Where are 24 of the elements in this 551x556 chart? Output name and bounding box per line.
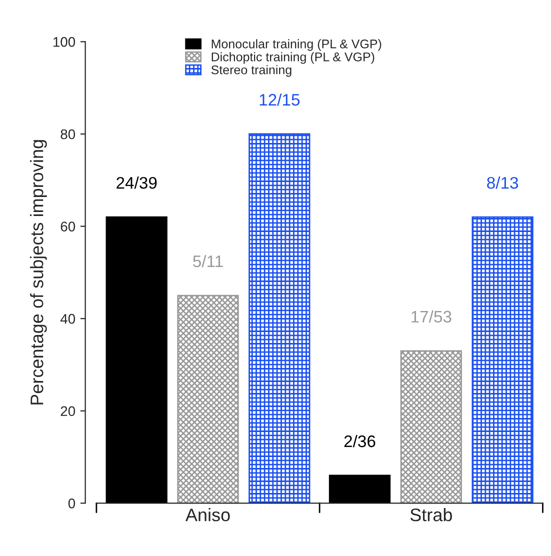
bar	[472, 216, 534, 504]
x-tick-label: Aniso	[185, 508, 230, 522]
data-label: 12/15	[260, 93, 300, 106]
y-tick-label: 40	[60, 314, 76, 324]
y-axis-title: Percentage of subjects improving	[30, 140, 47, 404]
bar	[328, 474, 391, 504]
data-label: 24/39	[116, 176, 157, 189]
x-tick-label: Strab	[410, 508, 452, 522]
bar	[400, 350, 462, 504]
bar	[177, 294, 239, 504]
bar	[248, 133, 310, 504]
y-tick-label: 60	[60, 222, 76, 232]
bar	[106, 216, 168, 504]
legend-label: Dichoptic training (PL & VGP)	[212, 52, 374, 64]
y-tick-label: 0	[68, 498, 76, 508]
y-tick-label: 20	[60, 406, 76, 416]
data-label: 8/13	[487, 176, 518, 189]
y-tick-label: 80	[60, 129, 76, 140]
legend-label: Monocular training (PL & VGP)	[212, 39, 382, 51]
y-tick-label: 100	[53, 37, 76, 47]
data-label: 17/53	[412, 310, 452, 323]
data-label: 5/11	[193, 254, 223, 268]
legend-label: Stereo training	[211, 65, 292, 77]
data-label: 2/36	[344, 434, 376, 448]
